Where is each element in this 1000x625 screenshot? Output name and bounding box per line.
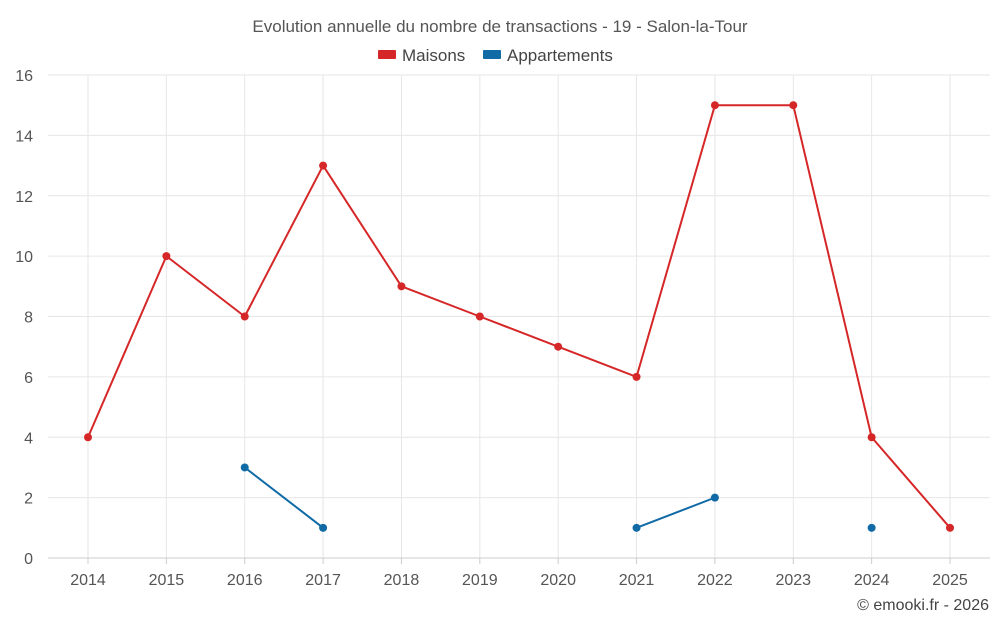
- data-point-appartements[interactable]: [867, 523, 876, 532]
- x-tick-label: 2024: [854, 572, 890, 589]
- x-tick-label: 2019: [462, 572, 498, 589]
- y-tick-label: 6: [24, 370, 33, 387]
- legend-label-appartements: Appartements: [507, 46, 613, 65]
- y-tick-label: 12: [15, 189, 33, 206]
- data-point-appartements[interactable]: [319, 523, 328, 532]
- data-point-maisons[interactable]: [475, 312, 484, 321]
- x-tick-label: 2014: [70, 572, 106, 589]
- y-tick-label: 0: [24, 551, 33, 568]
- data-point-appartements[interactable]: [710, 493, 719, 502]
- y-tick-label: 16: [15, 68, 33, 85]
- tick-labels: 0 2 4 6 8 10 12 14 16 2014 2015 2016 2017 2018 2019 202…: [15, 68, 968, 589]
- x-tick-label: 2017: [305, 572, 341, 589]
- y-tick-label: 2: [24, 491, 33, 508]
- data-point-maisons[interactable]: [554, 342, 563, 351]
- x-tick-label: 2025: [932, 572, 968, 589]
- y-tick-label: 8: [24, 310, 33, 327]
- data-point-appartements[interactable]: [240, 463, 249, 472]
- data-point-maisons[interactable]: [397, 282, 406, 291]
- legend-label-maisons: Maisons: [402, 46, 465, 65]
- data-point-maisons[interactable]: [84, 433, 92, 442]
- series-maisons: [84, 101, 954, 532]
- legend-item-maisons[interactable]: Maisons: [378, 46, 465, 65]
- y-tick-label: 4: [24, 430, 33, 447]
- data-point-maisons[interactable]: [946, 523, 954, 532]
- data-point-maisons[interactable]: [162, 252, 171, 261]
- gridlines: [48, 74, 990, 558]
- axes: [48, 557, 990, 564]
- x-tick-label: 2016: [227, 572, 263, 589]
- data-point-maisons[interactable]: [867, 433, 876, 442]
- data-point-maisons[interactable]: [240, 312, 249, 321]
- series-line-appartements: [636, 496, 716, 529]
- x-tick-label: 2015: [149, 572, 185, 589]
- x-tick-label: 2020: [540, 572, 576, 589]
- x-tick-label: 2021: [619, 572, 655, 589]
- x-tick-label: 2018: [384, 572, 420, 589]
- data-point-maisons[interactable]: [710, 101, 719, 110]
- data-point-appartements[interactable]: [632, 523, 641, 532]
- y-tick-label: 14: [15, 128, 33, 145]
- series-line-appartements: [244, 466, 324, 529]
- credit-text: © emooki.fr - 2026: [857, 597, 989, 614]
- series-line-maisons: [87, 104, 951, 529]
- legend-swatch-appartements: [483, 50, 501, 59]
- data-point-maisons[interactable]: [789, 101, 798, 110]
- series: [84, 101, 954, 532]
- legend: Maisons Appartements: [378, 46, 613, 65]
- chart-title: Evolution annuelle du nombre de transact…: [252, 17, 748, 36]
- legend-item-appartements[interactable]: Appartements: [483, 46, 613, 65]
- series-appartements: [240, 463, 876, 532]
- data-point-maisons[interactable]: [632, 372, 641, 381]
- legend-swatch-maisons: [378, 50, 396, 59]
- data-point-maisons[interactable]: [319, 161, 328, 170]
- x-tick-label: 2023: [775, 572, 811, 589]
- y-tick-label: 10: [15, 249, 33, 266]
- x-tick-label: 2022: [697, 572, 733, 589]
